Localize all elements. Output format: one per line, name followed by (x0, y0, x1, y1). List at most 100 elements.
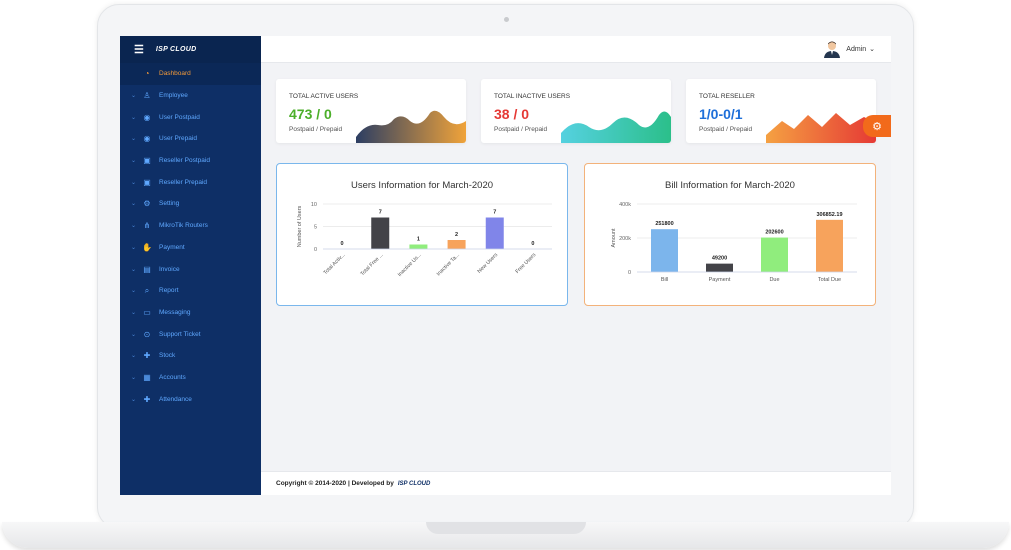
data-label: 2 (455, 232, 458, 238)
bill-chart: 0 200k 400k Amount 251800 Bill 49200 Payment 202… (611, 202, 857, 283)
stat-subtitle: Postpaid / Prepaid (699, 126, 753, 133)
wave-graphic (561, 111, 671, 143)
x-tick-label: Inactive Us... (397, 252, 423, 278)
bill-bar (706, 263, 733, 272)
x-tick-label: Due (769, 277, 779, 283)
chevron-down-icon: ⌄ (131, 331, 137, 338)
data-label: 251800 (655, 221, 673, 227)
sidebar-item-label: Employee (159, 92, 188, 100)
wave-graphic (766, 113, 876, 143)
y-tick-label: 5 (314, 225, 317, 231)
stat-subtitle: Postpaid / Prepaid (289, 126, 343, 133)
chevron-down-icon: ⌄ (131, 396, 137, 403)
sidebar-item-label: Setting (159, 200, 180, 208)
chevron-down-icon: ⌄ (131, 223, 137, 230)
chevron-down-icon: ⌄ (131, 201, 137, 208)
sidebar-item-report[interactable]: ⌄ ⌕ Report (120, 280, 261, 302)
data-label: 306852.19 (817, 212, 843, 218)
sidebar-item-attendance[interactable]: ⌄ ✚ Attendance (120, 388, 261, 410)
gear-icon: ⚙ (143, 199, 151, 209)
y-axis-title: Number of Users (297, 205, 303, 247)
topbar: Admin ⌄ (261, 36, 891, 63)
x-tick-label: Free Users (515, 252, 538, 275)
stat-title: TOTAL INACTIVE USERS (494, 93, 571, 100)
sidebar-item-label: Support Ticket (159, 330, 201, 338)
wave-graphic (356, 110, 466, 143)
sidebar-item-user-postpaid[interactable]: ⌄ ◉ User Postpaid (120, 106, 261, 128)
data-label: 7 (493, 210, 496, 216)
sidebar-item-messaging[interactable]: ⌄ ▭ Messaging (120, 302, 261, 324)
data-label: 49200 (712, 256, 727, 262)
stat-card-total-reseller: TOTAL RESELLER 1/0-0/1 Postpaid / Prepai… (686, 79, 876, 143)
user-name: Admin (846, 45, 867, 53)
gear-icon: ⚙ (872, 120, 882, 133)
chart-title: Bill Information for March-2020 (665, 180, 795, 191)
stat-title: TOTAL RESELLER (699, 93, 755, 100)
stat-title: TOTAL ACTIVE USERS (289, 93, 359, 100)
chevron-down-icon: ⌄ (131, 158, 137, 165)
user-menu[interactable]: Admin ⌄ (823, 40, 875, 58)
x-tick-label: Bill (661, 277, 668, 283)
y-tick-label: 10 (311, 202, 317, 208)
sidebar-item-label: MikroTik Routers (159, 222, 208, 230)
sidebar-item-employee[interactable]: ⌄ ♙ Employee (120, 85, 261, 107)
brand-logo[interactable]: ISP CLOUD (155, 46, 197, 53)
chevron-down-icon: ⌄ (131, 179, 137, 186)
chevron-down-icon: ⌄ (131, 353, 137, 360)
sidebar-item-reseller-postpaid[interactable]: ⌄ ▣ Reseller Postpaid (120, 150, 261, 172)
sidebar-item-label: Attendance (159, 395, 192, 403)
sidebar-item-label: User Postpaid (159, 113, 200, 121)
chevron-down-icon: ⌄ (131, 136, 137, 143)
chevron-down-icon: ⌄ (131, 244, 137, 251)
app-screen: ☰ ISP CLOUD ◔ Dashboard ⌄ ♙ Employee ⌄ ◉ User P… (120, 36, 891, 495)
user-icon: ♙ (143, 91, 151, 101)
avatar (824, 41, 841, 58)
sidebar-item-setting[interactable]: ⌄ ⚙ Setting (120, 193, 261, 215)
sidebar-item-payment[interactable]: ⌄ ✋ Payment (120, 237, 261, 259)
sidebar-item-label: Accounts (159, 373, 186, 381)
y-tick-label: 200k (619, 236, 631, 242)
sidebar-item-user-prepaid[interactable]: ⌄ ◉ User Prepaid (120, 128, 261, 150)
search-icon: ⌕ (144, 285, 150, 295)
copyright-text: Copyright © 2014-2020 | Developed by (276, 480, 394, 487)
ticket-icon: ⊙ (143, 329, 151, 339)
stat-value: 38 / 0 (494, 106, 530, 122)
sidebar-item-dashboard[interactable]: ◔ Dashboard (120, 63, 261, 85)
sidebar-item-stock[interactable]: ⌄ ✚ Stock (120, 345, 261, 367)
camera-dot (504, 17, 509, 22)
sidebar-item-label: Invoice (159, 265, 180, 273)
users-bar (485, 217, 504, 249)
x-tick-label: Inactive Ta... (436, 252, 461, 277)
chevron-down-icon: ⌄ (131, 374, 137, 381)
sidebar-item-label: Report (159, 287, 179, 295)
invoice-icon: ▤ (143, 264, 151, 274)
user-circle-icon: ◉ (143, 134, 151, 144)
x-tick-label: Total Free ... (360, 252, 385, 277)
sidebar-item-label: Reseller Prepaid (159, 178, 208, 186)
id-card-icon: ▣ (143, 177, 151, 187)
sidebar-item-accounts[interactable]: ⌄ ▦ Accounts (120, 367, 261, 389)
sidebar-item-reseller-prepaid[interactable]: ⌄ ▣ Reseller Prepaid (120, 171, 261, 193)
sidebar-item-invoice[interactable]: ⌄ ▤ Invoice (120, 258, 261, 280)
laptop-notch (426, 522, 586, 534)
y-tick-label: 0 (314, 247, 317, 253)
sidebar-item-label: Dashboard (159, 70, 191, 78)
sidebar-item-mikrotik-routers[interactable]: ⌄ ⋔ MikroTik Routers (120, 215, 261, 237)
chevron-down-icon: ⌄ (131, 114, 137, 121)
puzzle-icon: ✚ (143, 394, 151, 404)
chevron-down-icon: ⌄ (131, 93, 137, 100)
settings-gear-button[interactable]: ⚙ (863, 115, 891, 137)
bill-chart-panel: Bill Information for March-2020 0 200k 400… (584, 163, 876, 306)
stat-subtitle: Postpaid / Prepaid (494, 126, 548, 133)
data-label: 202600 (765, 230, 783, 236)
data-label: 0 (341, 241, 344, 247)
sidebar-item-support-ticket[interactable]: ⌄ ⊙ Support Ticket (120, 323, 261, 345)
users-bar (409, 244, 428, 249)
footer-logo[interactable]: ISP CLOUD (397, 480, 431, 487)
stat-value: 473 / 0 (289, 106, 332, 122)
users-bar (371, 217, 390, 249)
menu-toggle-icon[interactable]: ☰ (134, 44, 144, 56)
chevron-down-icon: ⌄ (869, 46, 875, 53)
x-tick-label: New Users (477, 252, 500, 275)
